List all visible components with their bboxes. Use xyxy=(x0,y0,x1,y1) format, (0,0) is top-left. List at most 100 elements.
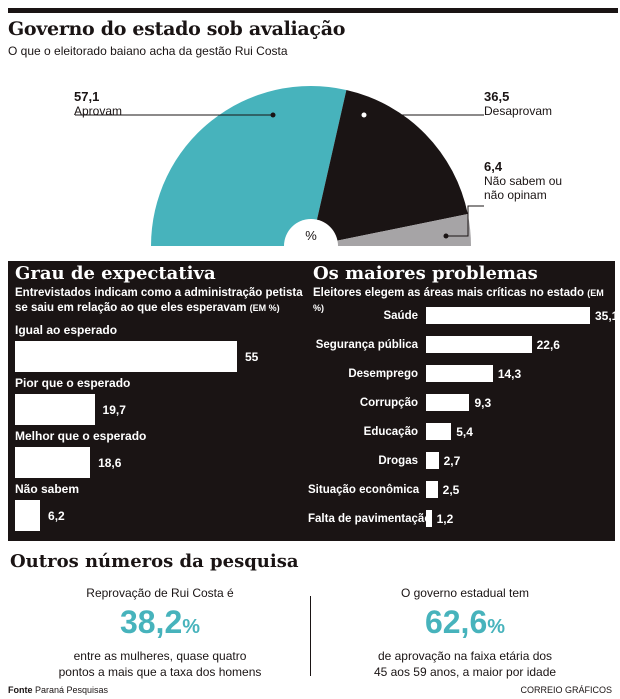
problem-row: Educação 5,4 xyxy=(308,423,473,440)
stat-reprovacao: Reprovação de Rui Costa é 38,2% entre as… xyxy=(15,585,305,680)
footer-source-text: Paraná Pesquisas xyxy=(35,685,109,695)
stat-reprovacao-top: Reprovação de Rui Costa é xyxy=(86,586,234,600)
problem-row: Corrupção 9,3 xyxy=(308,394,491,411)
pie-name-nao-sabem-line1: Não sabem ou xyxy=(484,174,563,188)
expectation-label: Pior que o esperado xyxy=(15,376,131,390)
problem-bar xyxy=(426,510,432,527)
problem-value: 2,7 xyxy=(443,453,461,468)
expectation-subtitle-line2: se saiu em relação ao que eles esperavam xyxy=(15,302,247,314)
pie-slice-desaprovam xyxy=(311,89,468,247)
expectation-value: 6,2 xyxy=(48,508,65,523)
expectation-bar xyxy=(15,341,237,372)
leader-desaprovam-dot xyxy=(361,112,367,118)
problem-bar xyxy=(426,365,493,382)
expectation-bar xyxy=(15,500,41,531)
expectation-label: Não sabem xyxy=(15,482,80,496)
pie-center-label: % xyxy=(305,228,317,243)
problem-label: Saúde xyxy=(383,309,418,322)
pie-value-desaprovam: 36,5 xyxy=(484,89,510,104)
approval-half-pie-chart: % xyxy=(75,85,484,262)
expectation-label: Melhor que o esperado xyxy=(15,429,147,443)
dark-panel: Grau de expectativa Entrevistados indica… xyxy=(8,261,618,541)
leader-aprovam-dot xyxy=(270,112,276,118)
stat-reprovacao-line1: entre as mulheres, quase quatro xyxy=(73,649,247,663)
pie-label-desaprovam: 36,5 Desaprovam xyxy=(484,89,553,119)
stat-aprovacao-line2: 45 aos 59 anos, a maior por idade xyxy=(373,665,557,679)
stat-aprovacao: O governo estadual tem 62,6% de aprovaçã… xyxy=(320,585,610,680)
expectation-unit: (EM %) xyxy=(249,303,280,313)
problem-bar xyxy=(426,336,532,353)
expectation-item-3: Não sabem 6,2 xyxy=(15,482,79,531)
others-title: Outros números da pesquisa xyxy=(10,551,299,572)
problem-bar xyxy=(426,307,590,324)
problems-unit: (EM %) xyxy=(313,288,604,313)
stat-aprovacao-number: 62,6 xyxy=(424,604,488,640)
stat-reprovacao-value: 38,2% xyxy=(15,603,305,646)
problem-bar xyxy=(426,394,470,411)
page-title: Governo do estado sob avaliação xyxy=(8,18,346,40)
stat-aprovacao-line1: de aprovação na faixa etária dos xyxy=(377,649,553,663)
expectation-value: 55 xyxy=(245,349,259,364)
problem-bar xyxy=(426,452,439,469)
stat-aprovacao-value: 62,6% xyxy=(320,603,610,646)
pie-slice-nao-sabem xyxy=(311,214,471,246)
pie-label-nao-sabem: 6,4 Não sabem ou não opinam xyxy=(484,159,563,203)
problem-row: Situação econômica 2,5 xyxy=(308,481,459,498)
problems-subtitle-text: Eleitores elegem as áreas mais críticas … xyxy=(313,287,585,299)
top-rule xyxy=(8,8,618,13)
pie-label-aprovam: 57,1 Aprovam xyxy=(74,89,123,119)
problem-bar xyxy=(426,481,438,498)
footer-credit: CORREIO GRÁFICOS xyxy=(520,685,612,695)
leader-nao-sabem-dot xyxy=(443,233,449,239)
problem-label: Drogas xyxy=(378,454,418,467)
page-subtitle: O que o eleitorado baiano acha da gestão… xyxy=(8,44,288,58)
stat-reprovacao-unit: % xyxy=(182,616,201,638)
problems-subtitle: Eleitores elegem as áreas mais críticas … xyxy=(313,286,615,316)
pie-value-nao-sabem: 6,4 xyxy=(484,159,503,174)
leader-nao-sabem xyxy=(446,205,484,237)
problem-row: Saúde 35,1 xyxy=(308,307,618,324)
expectation-subtitle-line1: Entrevistados indicam como a administraç… xyxy=(15,287,303,299)
pie-name-aprovam: Aprovam xyxy=(74,104,123,118)
stat-aprovacao-top: O governo estadual tem xyxy=(400,586,530,600)
problems-title: Os maiores problemas xyxy=(313,263,538,284)
expectation-label: Igual ao esperado xyxy=(15,323,118,337)
problem-value: 35,1 xyxy=(595,308,619,323)
problem-label: Segurança pública xyxy=(315,338,418,351)
problem-value: 14,3 xyxy=(497,366,522,381)
expectation-item-0: Igual ao esperado 55 xyxy=(15,323,258,372)
stat-reprovacao-number: 38,2 xyxy=(119,604,183,640)
pie-name-nao-sabem-line2: não opinam xyxy=(484,188,547,202)
pie-value-aprovam: 57,1 xyxy=(74,89,100,104)
expectation-value: 18,6 xyxy=(98,455,122,470)
problem-value: 2,5 xyxy=(442,482,460,497)
expectation-item-1: Pior que o esperado 19,7 xyxy=(15,376,130,425)
problem-label: Educação xyxy=(363,425,418,438)
problem-row: Segurança pública 22,6 xyxy=(308,336,560,353)
stat-divider xyxy=(310,596,311,676)
expectation-item-2: Melhor que o esperado 18,6 xyxy=(15,429,146,478)
problem-label: Desemprego xyxy=(348,367,418,380)
problem-row: Falta de pavimentação 1,2 xyxy=(308,510,453,527)
problem-value: 1,2 xyxy=(436,511,454,526)
pie-center-circle xyxy=(284,219,338,262)
problem-bar xyxy=(426,423,452,440)
problem-value: 9,3 xyxy=(474,395,492,410)
expectation-subtitle: Entrevistados indicam como a administraç… xyxy=(15,286,303,316)
problem-label: Falta de pavimentação xyxy=(308,512,432,525)
footer-source-label: Fonte xyxy=(8,685,33,695)
problem-row: Drogas 2,7 xyxy=(308,452,460,469)
footer-source: Fonte Paraná Pesquisas xyxy=(8,685,108,695)
expectation-bar xyxy=(15,394,95,425)
expectation-bar xyxy=(15,447,91,478)
pie-name-desaprovam: Desaprovam xyxy=(484,104,553,118)
problem-row: Desemprego 14,3 xyxy=(308,365,521,382)
stat-reprovacao-line2: pontos a mais que a taxa dos homens xyxy=(58,665,262,679)
expectation-title: Grau de expectativa xyxy=(15,263,216,284)
stat-aprovacao-unit: % xyxy=(487,616,506,638)
problem-value: 22,6 xyxy=(536,337,560,352)
pie-slice-aprovam xyxy=(151,85,347,247)
expectation-value: 19,7 xyxy=(102,402,126,417)
problem-value: 5,4 xyxy=(456,424,473,439)
problem-label: Corrupção xyxy=(359,396,418,409)
